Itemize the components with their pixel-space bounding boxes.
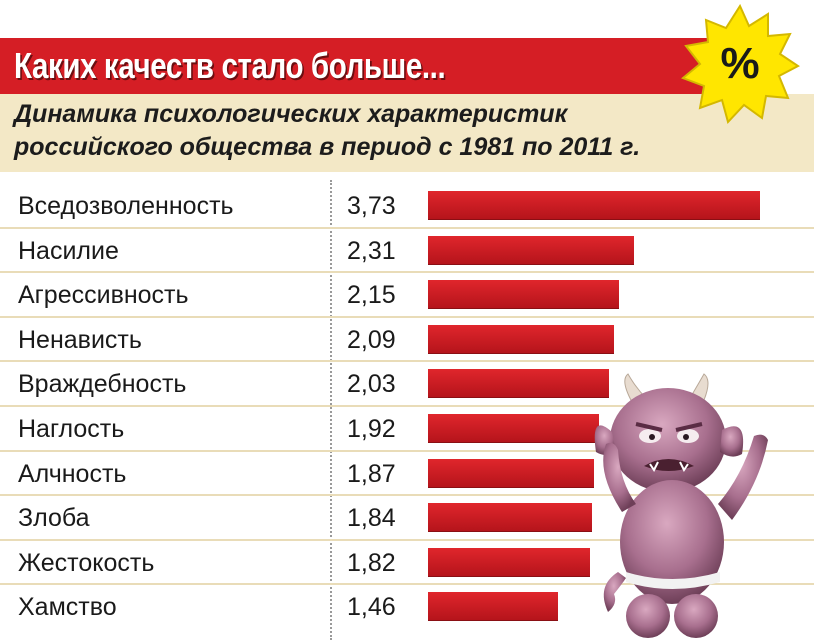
title-bar	[0, 38, 730, 94]
bar	[428, 280, 620, 309]
row-separator	[0, 271, 814, 274]
row-separator	[0, 226, 814, 229]
category-label: Агрессивность	[18, 281, 189, 310]
category-label: Жестокость	[18, 548, 155, 577]
category-label: Алчность	[18, 459, 127, 488]
row-separator	[0, 494, 814, 497]
bar	[428, 458, 595, 487]
category-label: Наглость	[18, 415, 125, 443]
bar	[428, 324, 615, 353]
row-separator	[0, 538, 814, 541]
chart-subtitle-line-2: российского общества в период с 1981 по …	[14, 133, 641, 161]
category-label: Злоба	[18, 504, 90, 533]
column-divider	[330, 180, 332, 640]
row-separator	[0, 405, 814, 407]
bar	[428, 369, 609, 398]
bar	[428, 503, 592, 532]
value-label: 2,31	[347, 236, 396, 265]
value-label: 1,46	[347, 593, 396, 622]
value-label: 2,15	[347, 281, 396, 310]
category-label: Хамство	[18, 593, 117, 622]
bar	[428, 414, 599, 442]
value-label: 1,82	[347, 548, 396, 577]
bar	[428, 235, 634, 264]
value-label: 2,09	[347, 325, 396, 354]
category-label: Враждебность	[18, 370, 187, 399]
devil-figurine-icon	[594, 373, 768, 638]
row-separator	[0, 360, 814, 363]
bar	[428, 592, 558, 621]
category-label: Насилие	[18, 236, 119, 265]
chart-subtitle-line-1: Динамика психологических характеристик	[14, 100, 568, 128]
value-label: 2,03	[347, 370, 396, 399]
percent-badge: %	[681, 4, 800, 124]
percent-symbol: %	[720, 39, 759, 88]
value-label: 1,84	[347, 504, 396, 533]
chart-title: Каких качеств стало больше...	[14, 45, 446, 86]
value-label: 1,87	[347, 459, 396, 488]
bar	[428, 547, 590, 576]
row-separator	[0, 583, 814, 586]
value-label: 1,92	[347, 415, 396, 443]
row-separator	[0, 315, 814, 318]
value-label: 3,73	[347, 192, 396, 220]
bar	[428, 191, 760, 219]
subtitle-box	[0, 94, 814, 172]
category-label: Ненависть	[18, 325, 142, 354]
category-label: Вседозволенность	[18, 192, 234, 220]
starburst-icon	[681, 4, 800, 124]
row-separator	[0, 449, 814, 452]
